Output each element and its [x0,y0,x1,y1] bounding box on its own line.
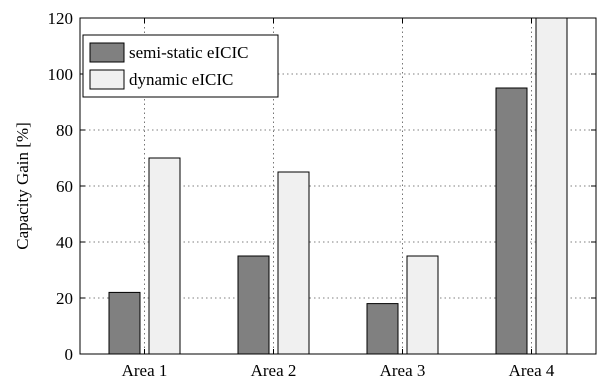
y-axis-ticks: 0 20 40 60 80 100 120 [48,9,596,364]
bar-dynamic-4 [535,17,568,355]
y-axis-label: Capacity Gain [%] [13,122,32,249]
y-tick-label: 80 [56,121,73,140]
bar-semi-static-1 [108,291,141,355]
y-tick-label: 20 [56,289,73,308]
y-tick-label: 40 [56,233,73,252]
bar-semi-static-4 [495,87,528,355]
y-tick-label: 120 [48,9,74,28]
x-tick-label: Area 2 [251,361,297,380]
x-tick-label: Area 4 [509,361,555,380]
x-tick-label: Area 1 [122,361,168,380]
bar-semi-static-2 [237,255,270,355]
y-tick-label: 0 [65,345,74,364]
bars [108,17,568,355]
legend-label-semi-static: semi-static eICIC [129,43,248,62]
bar-semi-static-3 [366,303,399,355]
legend-label-dynamic: dynamic eICIC [129,70,233,89]
bar-dynamic-1 [148,157,181,355]
y-tick-label: 60 [56,177,73,196]
bar-dynamic-2 [277,171,310,355]
legend: semi-static eICIC dynamic eICIC [82,34,279,98]
legend-swatch-dynamic [89,69,125,90]
x-axis-ticks: Area 1 Area 2 Area 3 Area 4 [122,18,555,380]
bar-dynamic-3 [406,255,439,355]
legend-swatch-semi-static [89,42,125,63]
x-tick-label: Area 3 [380,361,426,380]
y-tick-label: 100 [48,65,74,84]
